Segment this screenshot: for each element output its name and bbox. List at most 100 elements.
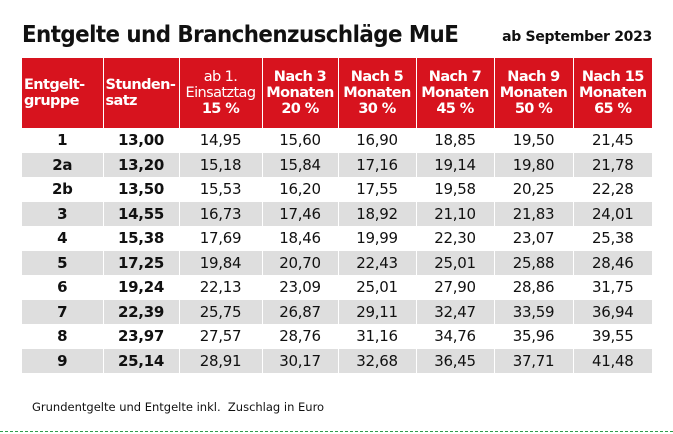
cell-nach-15: 24,01 [572,201,652,226]
cell-nach-9: 37,71 [493,348,573,373]
table-row: 4 15,38 17,69 18,46 19,99 22,30 23,07 25… [22,226,652,251]
table-row: 9 25,14 28,91 30,17 32,68 36,45 37,71 41… [22,348,652,373]
table-row: 5 17,25 19,84 20,70 22,43 25,01 25,88 28… [22,250,652,275]
cell-nach-5: 17,16 [337,152,416,177]
col-header-ab-einsatztag: ab 1. Einsatztag 15 % [178,58,262,128]
cell-ab-einsatztag: 15,53 [178,177,262,202]
col-header-nach-9: Nach 9 Monaten 50 % [493,58,573,128]
cell-nach-7: 27,90 [415,275,494,300]
col-header-nach-3: Nach 3 Monaten 20 % [261,58,338,128]
cell-nach-9: 35,96 [493,324,573,349]
cell-nach-7: 36,45 [415,348,494,373]
cell-stundensatz: 14,55 [102,201,179,226]
page-subtitle: ab September 2023 [502,29,652,45]
title-row: Entgelte und Branchenzuschläge MuE ab Se… [22,12,652,48]
table-row: 7 22,39 25,75 26,87 29,11 32,47 33,59 36… [22,299,652,324]
cell-stundensatz: 13,50 [102,177,179,202]
cell-nach-9: 23,07 [493,226,573,251]
cell-gruppe: 1 [22,128,103,153]
cell-nach-3: 23,09 [261,275,338,300]
cell-ab-einsatztag: 14,95 [178,128,262,153]
table-header-row: Entgelt-gruppe Stunden-satz ab 1. Einsatz… [22,58,652,128]
cell-nach-5: 16,90 [337,128,416,153]
cell-stundensatz: 15,38 [102,226,179,251]
cell-nach-7: 34,76 [415,324,494,349]
cell-nach-7: 25,01 [415,250,494,275]
cell-nach-7: 21,10 [415,201,494,226]
cell-nach-15: 21,45 [572,128,652,153]
table-row: 2a 13,20 15,18 15,84 17,16 19,14 19,80 2… [22,152,652,177]
cell-nach-5: 31,16 [337,324,416,349]
cell-gruppe: 3 [22,201,103,226]
col-header-stundensatz: Stunden-satz [102,58,179,128]
cell-stundensatz: 19,24 [102,275,179,300]
wage-table: Entgelt-gruppe Stunden-satz ab 1. Einsatz… [22,58,652,373]
cell-nach-9: 20,25 [493,177,573,202]
cell-gruppe: 5 [22,250,103,275]
cell-stundensatz: 17,25 [102,250,179,275]
cell-nach-3: 30,17 [261,348,338,373]
cell-nach-3: 17,46 [261,201,338,226]
col-header-nach-15: Nach 15 Monaten 65 % [572,58,652,128]
cell-nach-3: 15,60 [261,128,338,153]
cell-nach-5: 32,68 [337,348,416,373]
cell-nach-15: 25,38 [572,226,652,251]
table-row: 3 14,55 16,73 17,46 18,92 21,10 21,83 24… [22,201,652,226]
cell-nach-7: 32,47 [415,299,494,324]
cell-nach-9: 19,50 [493,128,573,153]
cell-nach-15: 22,28 [572,177,652,202]
cell-ab-einsatztag: 15,18 [178,152,262,177]
page-title: Entgelte und Branchenzuschläge MuE [22,22,459,48]
cell-nach-9: 28,86 [493,275,573,300]
cell-nach-7: 22,30 [415,226,494,251]
cell-nach-5: 29,11 [337,299,416,324]
cell-nach-5: 22,43 [337,250,416,275]
footnote: Grundentgelte und Entgelte inkl. Zuschla… [32,400,325,414]
cell-ab-einsatztag: 16,73 [178,201,262,226]
col-header-nach-5: Nach 5 Monaten 30 % [337,58,416,128]
cell-gruppe: 4 [22,226,103,251]
cell-ab-einsatztag: 27,57 [178,324,262,349]
cell-nach-3: 15,84 [261,152,338,177]
cell-nach-7: 18,85 [415,128,494,153]
cell-gruppe: 7 [22,299,103,324]
cell-nach-9: 19,80 [493,152,573,177]
cell-stundensatz: 23,97 [102,324,179,349]
table-body: 1 13,00 14,95 15,60 16,90 18,85 19,50 21… [22,128,652,373]
table-row: 2b 13,50 15,53 16,20 17,55 19,58 20,25 2… [22,177,652,202]
cell-gruppe: 8 [22,324,103,349]
cell-nach-15: 28,46 [572,250,652,275]
cell-stundensatz: 13,20 [102,152,179,177]
cell-nach-3: 28,76 [261,324,338,349]
col-header-entgeltgruppe: Entgelt-gruppe [22,58,103,128]
table-row: 8 23,97 27,57 28,76 31,16 34,76 35,96 39… [22,324,652,349]
cell-nach-9: 21,83 [493,201,573,226]
cell-ab-einsatztag: 19,84 [178,250,262,275]
cell-nach-5: 17,55 [337,177,416,202]
cell-nach-3: 26,87 [261,299,338,324]
cell-nach-5: 25,01 [337,275,416,300]
table-row: 1 13,00 14,95 15,60 16,90 18,85 19,50 21… [22,128,652,153]
cell-nach-9: 33,59 [493,299,573,324]
cell-nach-15: 41,48 [572,348,652,373]
cell-stundensatz: 22,39 [102,299,179,324]
cell-ab-einsatztag: 25,75 [178,299,262,324]
cell-gruppe: 9 [22,348,103,373]
cell-ab-einsatztag: 17,69 [178,226,262,251]
cell-nach-5: 18,92 [337,201,416,226]
cell-nach-15: 21,78 [572,152,652,177]
cell-nach-15: 36,94 [572,299,652,324]
cell-nach-5: 19,99 [337,226,416,251]
cell-nach-3: 18,46 [261,226,338,251]
cell-nach-3: 20,70 [261,250,338,275]
cell-nach-7: 19,14 [415,152,494,177]
dashed-divider [0,431,673,432]
cell-nach-15: 31,75 [572,275,652,300]
cell-gruppe: 2b [22,177,103,202]
col-header-nach-7: Nach 7 Monaten 45 % [415,58,494,128]
cell-nach-7: 19,58 [415,177,494,202]
cell-gruppe: 2a [22,152,103,177]
cell-ab-einsatztag: 22,13 [178,275,262,300]
cell-gruppe: 6 [22,275,103,300]
cell-ab-einsatztag: 28,91 [178,348,262,373]
